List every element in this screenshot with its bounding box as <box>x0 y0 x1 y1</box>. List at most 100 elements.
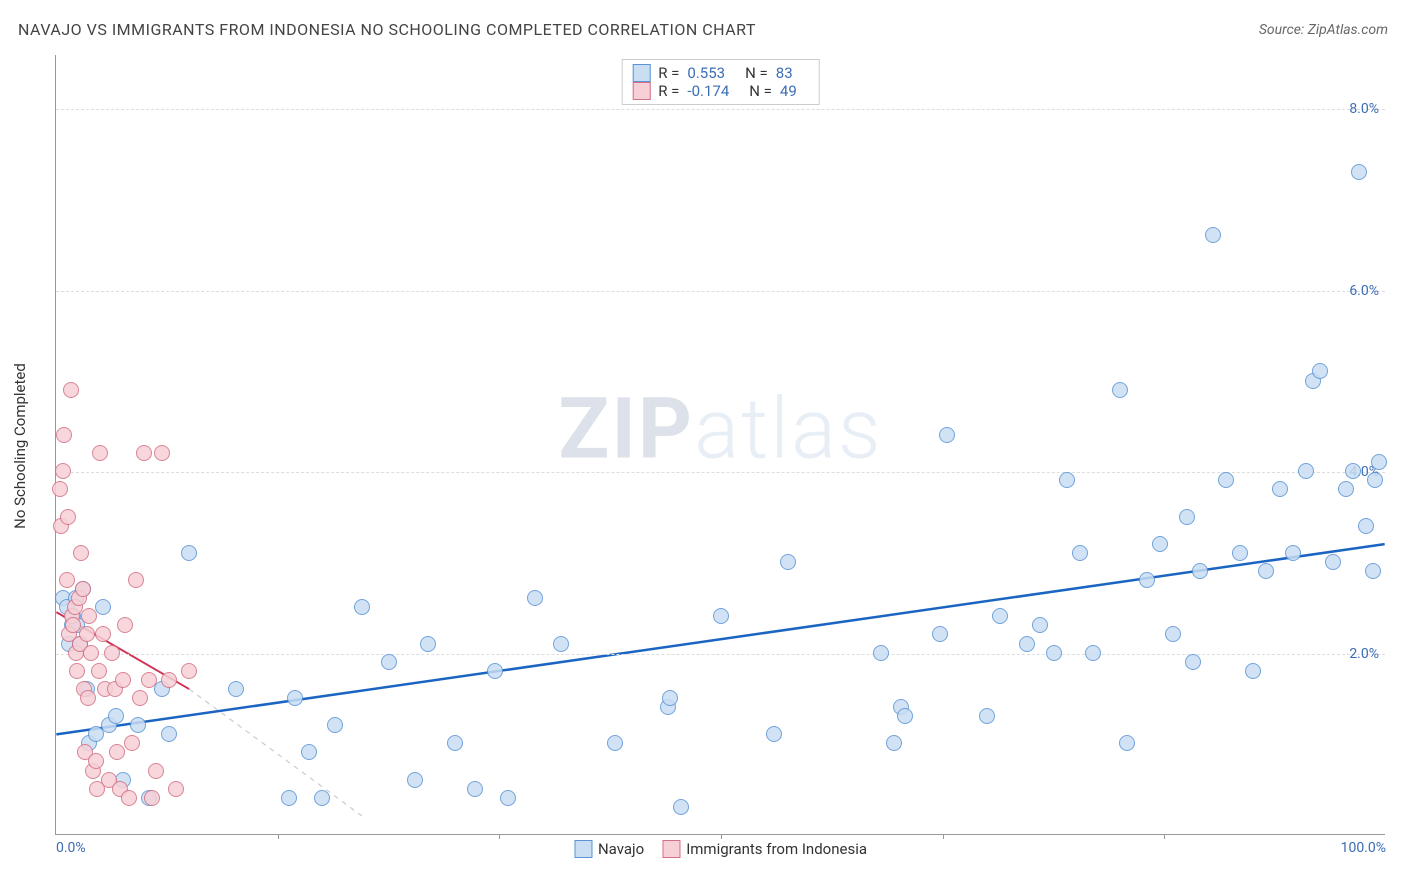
data-point <box>1152 536 1168 552</box>
data-point <box>1059 472 1075 488</box>
data-point <box>467 781 483 797</box>
data-point <box>553 636 569 652</box>
data-point <box>130 717 146 733</box>
data-point <box>487 663 503 679</box>
data-point <box>780 554 796 570</box>
data-point <box>500 790 516 806</box>
data-point <box>75 581 91 597</box>
data-point <box>766 726 782 742</box>
data-point <box>381 654 397 670</box>
data-point <box>1046 645 1062 661</box>
data-point <box>73 545 89 561</box>
data-point <box>1232 545 1248 561</box>
data-point <box>79 626 95 642</box>
data-point <box>1371 454 1387 470</box>
data-point <box>92 445 108 461</box>
data-point <box>154 445 170 461</box>
data-point <box>1272 481 1288 497</box>
data-point <box>88 753 104 769</box>
x-tick-label: 100.0% <box>1341 840 1386 856</box>
data-point <box>1032 617 1048 633</box>
x-tick-mark <box>1164 834 1165 839</box>
data-point <box>281 790 297 806</box>
swatch-indonesia-icon <box>662 840 680 858</box>
data-point <box>161 726 177 742</box>
data-point <box>141 672 157 688</box>
data-point <box>1192 563 1208 579</box>
x-tick-label: 0.0% <box>56 840 86 856</box>
gridline <box>56 109 1385 110</box>
swatch-navajo-icon <box>574 840 592 858</box>
data-point <box>168 781 184 797</box>
data-point <box>228 681 244 697</box>
data-point <box>1285 545 1301 561</box>
data-point <box>447 735 463 751</box>
data-point <box>161 672 177 688</box>
data-point <box>83 645 99 661</box>
data-point <box>55 463 71 479</box>
data-point <box>1205 227 1221 243</box>
data-point <box>144 790 160 806</box>
data-point <box>95 626 111 642</box>
data-point <box>979 708 995 724</box>
data-point <box>1019 636 1035 652</box>
data-point <box>104 645 120 661</box>
data-point <box>1258 563 1274 579</box>
data-point <box>52 481 68 497</box>
data-point <box>109 744 125 760</box>
data-point <box>1312 363 1328 379</box>
data-point <box>662 690 678 706</box>
data-point <box>354 599 370 615</box>
data-point <box>713 608 729 624</box>
data-point <box>327 717 343 733</box>
data-point <box>420 636 436 652</box>
data-point <box>932 626 948 642</box>
y-tick-label: 8.0% <box>1349 101 1379 117</box>
data-point <box>60 509 76 525</box>
data-point <box>301 744 317 760</box>
data-point <box>56 427 72 443</box>
plot-area: ZIPatlas R = 0.553 N = 83 R = -0.174 N =… <box>55 55 1385 835</box>
data-point <box>673 799 689 815</box>
data-point <box>91 663 107 679</box>
data-point <box>63 382 79 398</box>
data-point <box>1365 563 1381 579</box>
data-point <box>1218 472 1234 488</box>
data-point <box>992 608 1008 624</box>
y-tick-label: 2.0% <box>1349 646 1379 662</box>
trend-lines <box>56 55 1385 834</box>
data-point <box>287 690 303 706</box>
data-point <box>80 690 96 706</box>
data-point <box>407 772 423 788</box>
y-axis-label: No Schooling Completed <box>11 363 29 529</box>
data-point <box>117 617 133 633</box>
data-point <box>136 445 152 461</box>
data-point <box>1358 518 1374 534</box>
series-legend: Navajo Immigrants from Indonesia <box>574 840 867 858</box>
data-point <box>1325 554 1341 570</box>
header: NAVAJO VS IMMIGRANTS FROM INDONESIA NO S… <box>18 20 1388 39</box>
data-point <box>1245 663 1261 679</box>
data-point <box>132 690 148 706</box>
gridline <box>56 291 1385 292</box>
data-point <box>1351 164 1367 180</box>
data-point <box>1179 509 1195 525</box>
y-tick-label: 6.0% <box>1349 283 1379 299</box>
data-point <box>1367 472 1383 488</box>
data-point <box>873 645 889 661</box>
source-text: Source: ZipAtlas.com <box>1259 22 1388 38</box>
gridline <box>56 472 1385 473</box>
data-point <box>81 608 97 624</box>
x-tick-mark <box>278 834 279 839</box>
data-point <box>1345 463 1361 479</box>
data-point <box>95 599 111 615</box>
data-point <box>1338 481 1354 497</box>
data-point <box>148 763 164 779</box>
data-point <box>1298 463 1314 479</box>
x-tick-mark <box>943 834 944 839</box>
chart-title: NAVAJO VS IMMIGRANTS FROM INDONESIA NO S… <box>18 20 756 39</box>
x-tick-mark <box>721 834 722 839</box>
data-point <box>115 672 131 688</box>
data-point <box>124 735 140 751</box>
data-point <box>527 590 543 606</box>
